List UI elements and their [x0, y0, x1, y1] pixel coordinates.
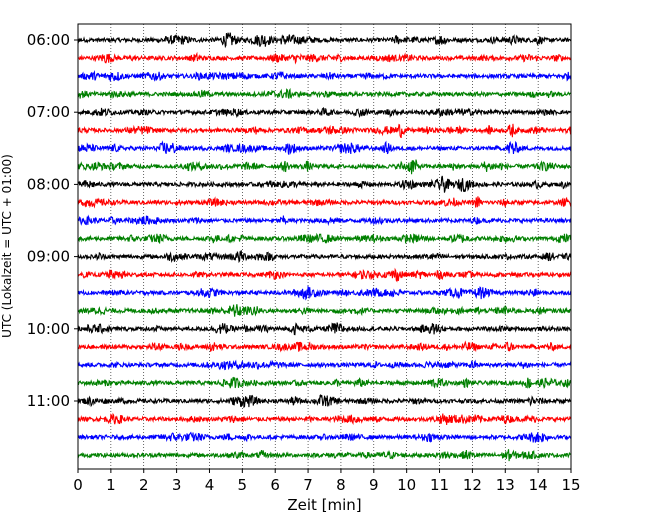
x-tick-label: 4 [205, 476, 215, 494]
seismogram-trace [77, 51, 572, 65]
x-tick-label: 14 [529, 476, 548, 494]
y-tick-label: 07:00 [27, 103, 70, 121]
seismogram-trace [77, 340, 572, 353]
x-tick-label: 13 [496, 476, 515, 494]
x-axis: 0 1 2 3 4 5 6 7 8 9 10 11 12 13 14 15 [73, 469, 581, 494]
seismogram-trace [77, 304, 572, 317]
x-tick-label: 8 [336, 476, 346, 494]
seismogram-trace [77, 159, 572, 175]
seismogram-trace [77, 214, 572, 227]
y-tick-label: 08:00 [27, 175, 70, 193]
x-tick-label: 1 [106, 476, 116, 494]
y-axis-title: UTC (Lokalzeit = UTC + 01:00) [0, 154, 14, 338]
seismogram-trace [77, 376, 572, 390]
seismogram-trace [77, 431, 572, 443]
plot-area [78, 24, 571, 469]
x-tick-label: 3 [172, 476, 182, 494]
seismogram-trace [77, 250, 572, 264]
y-tick-label: 06:00 [27, 31, 70, 49]
seismogram-trace [77, 267, 572, 283]
seismogram-trace [77, 107, 572, 119]
seismogram-trace [77, 175, 572, 193]
x-tick-label: 2 [139, 476, 149, 494]
seismogram-trace [77, 284, 572, 301]
x-tick-label: 10 [397, 476, 416, 494]
seismogram-traces [77, 32, 572, 462]
x-tick-label: 9 [369, 476, 379, 494]
plot-border [77, 23, 572, 470]
seismogram-trace [77, 232, 572, 245]
seismogram-trace [77, 359, 572, 371]
x-tick-label: 6 [270, 476, 280, 494]
x-tick-label: 12 [463, 476, 482, 494]
seismogram-trace [77, 412, 572, 426]
seismogram-trace [77, 87, 572, 100]
seismogram-trace [77, 32, 572, 49]
y-tick-label: 11:00 [27, 392, 70, 410]
y-tick-label: 10:00 [27, 320, 70, 338]
seismogram-trace [77, 449, 572, 462]
x-tick-label: 15 [561, 476, 580, 494]
seismogram-trace [77, 322, 572, 336]
x-tick-label: 5 [238, 476, 248, 494]
seismogram-trace [77, 123, 572, 139]
x-tick-label: 7 [303, 476, 313, 494]
seismogram-trace [77, 69, 572, 82]
x-grid [110, 24, 539, 469]
seismogram-trace [77, 140, 572, 155]
x-tick-label: 11 [430, 476, 449, 494]
y-axis: 06:00 07:00 08:00 09:00 10:00 11:00 [27, 31, 78, 410]
x-axis-title: Zeit [min] [287, 496, 361, 514]
seismogram-trace [77, 394, 572, 409]
x-tick-label: 0 [73, 476, 83, 494]
seismogram-trace [77, 196, 572, 209]
y-tick-label: 09:00 [27, 248, 70, 266]
